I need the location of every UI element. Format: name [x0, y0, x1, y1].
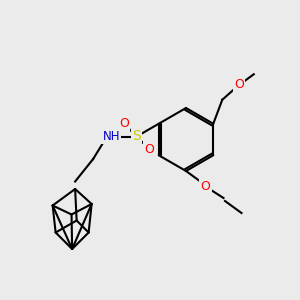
Text: S: S [132, 130, 141, 143]
Text: O: O [144, 142, 154, 156]
Text: NH: NH [102, 130, 120, 143]
Text: O: O [234, 78, 244, 91]
Text: O: O [119, 117, 129, 130]
Text: O: O [201, 179, 210, 193]
